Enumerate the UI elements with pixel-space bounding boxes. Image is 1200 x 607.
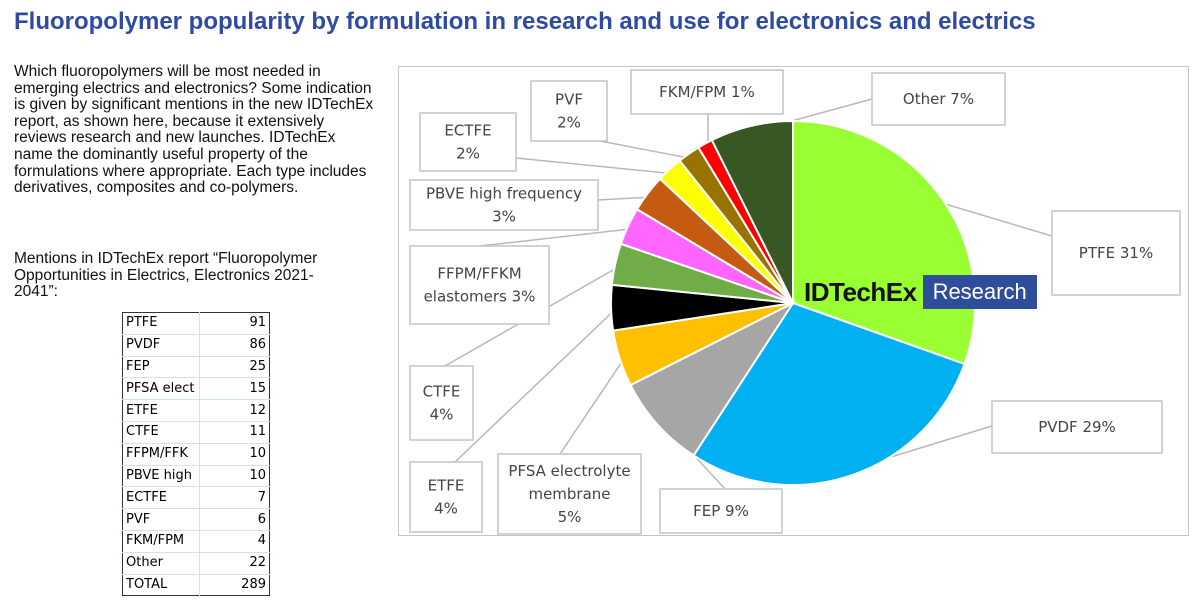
table-cell-value: 12 [199,399,270,422]
label-box-ctfe-4 [409,365,474,441]
data-label-pfsa-electrolyte-membrane-5: PFSA electrolyte [508,462,630,480]
table-cell-label: PVDF [122,334,200,357]
table-row: PVF 6 [122,508,270,531]
idtechex-logo: IDTechEx Research [802,275,1037,309]
data-label-etfe-4: 4% [434,500,458,518]
mentions-table: PTFE 91 PVDF 86 FEP 25 PFSA elect 15 ETFE 12 CTFE 1… [122,312,270,597]
table-row: PFSA elect 15 [122,377,270,401]
data-label-ffpm-ffkm-elastomers-3: FFPM/FFKM [437,265,521,283]
data-label-ctfe-4: CTFE [423,383,461,401]
label-box-ectfe-2 [419,112,517,172]
leader-line-pvf-2 [599,140,693,160]
data-label-pvf-2: 2% [557,114,581,132]
table-row: Other 22 [122,552,270,575]
label-box-ptfe-31 [1051,210,1181,296]
chart-frame [398,66,1189,536]
label-box-ffpm-ffkm-elastomers-3 [409,245,550,325]
table-row: PTFE 91 [122,312,270,335]
table-cell-value: 25 [199,356,270,379]
table-cell-value: 91 [199,312,270,335]
table-row: FFPM/FFK 10 [122,443,270,466]
data-label-etfe-4: ETFE [428,477,465,495]
table-row: PBVE high 10 [122,465,270,488]
pie-slice-pvdf-29 [692,301,966,486]
table-cell-label: FFPM/FFK [122,443,200,466]
table-cell-value: 10 [199,465,270,488]
table-cell-label: ECTFE [122,486,200,510]
leader-line-pbve-high-frequency-3 [597,196,653,201]
page-title: Fluoropolymer popularity by formulation … [14,8,1036,35]
table-cell-label: TOTAL [122,574,200,596]
table-row: ETFE 12 [122,399,270,422]
table-cell-value: 7 [199,486,270,510]
table-cell-value: 289 [241,576,266,592]
data-label-pfsa-electrolyte-membrane-5: membrane [528,485,610,503]
leader-line-ptfe-31 [936,200,1053,237]
table-cell-value: 15 [199,377,270,401]
table-row: TOTAL 289 [122,574,270,596]
data-label-fkm-fpm-1: FKM/FPM 1% [659,83,755,101]
logo-research-badge: Research [922,275,1037,309]
pie-slice-fep-9 [629,300,796,457]
table-cell-value: 22 [199,552,270,575]
table-cell-label: PBVE high [122,465,200,488]
label-box-fep-9 [659,488,783,534]
table-cell-label: FKM/FPM [122,530,200,553]
table-cell-label: PTFE [122,312,200,335]
mentions-caption: Mentions in IDTechEx report “Fluoropolym… [14,250,318,301]
leader-line-ffpm-ffkm-elastomers-3 [479,227,634,247]
table-cell-label: PVF [122,508,200,531]
table-row: PVDF 86 [122,334,270,357]
logo-mark: IDTechEx [804,277,917,307]
table-cell-value: 4 [199,530,270,553]
intro-paragraph: Which fluoropolymers will be most needed… [14,63,374,197]
label-box-pbve-high-frequency-3 [409,179,599,231]
pie-slice-other-7 [710,119,794,304]
label-box-other-7 [871,72,1006,126]
data-label-pbve-high-frequency-3: 3% [492,208,516,226]
table-cell-value: 86 [199,334,270,357]
label-box-pfsa-electrolyte-membrane-5 [497,453,642,535]
data-label-ffpm-ffkm-elastomers-3: elastomers 3% [424,288,536,306]
label-box-etfe-4 [409,461,483,533]
leader-line-pfsa-electrolyte-membrane-5 [559,356,627,455]
label-box-pvf-2 [530,80,608,142]
data-label-pfsa-electrolyte-membrane-5: 5% [558,508,582,526]
label-box-fkm-fpm-1 [630,69,784,115]
data-label-ectfe-2: ECTFE [444,122,491,140]
table-row: ECTFE 7 [122,486,270,510]
table-row: FKM/FPM 4 [122,530,270,553]
data-label-fep-9: FEP 9% [693,502,749,520]
table-cell-value: 11 [199,421,270,444]
table-cell-label: FEP [122,356,200,379]
table-cell-label: PFSA elect [122,377,200,401]
table-cell-label: Other [122,552,200,575]
table-row: CTFE 11 [122,421,270,444]
data-label-other-7: Other 7% [903,90,974,108]
data-label-ectfe-2: 2% [456,145,480,163]
data-label-pvf-2: PVF [555,91,583,109]
table-cell-value: 6 [199,508,270,531]
data-label-pbve-high-frequency-3: PBVE high frequency [426,185,582,203]
label-box-pvdf-29 [991,400,1163,454]
table-cell-label: ETFE [122,399,200,422]
data-label-pvdf-29: PVDF 29% [1038,418,1116,436]
data-label-ptfe-31: PTFE 31% [1079,244,1153,262]
table-cell-value: 10 [199,443,270,466]
leader-line-ectfe-2 [515,157,674,175]
data-label-ctfe-4: 4% [430,406,454,424]
leader-line-etfe-4 [454,307,618,463]
table-row: FEP 25 [122,356,270,379]
table-cell-label: CTFE [122,421,200,444]
